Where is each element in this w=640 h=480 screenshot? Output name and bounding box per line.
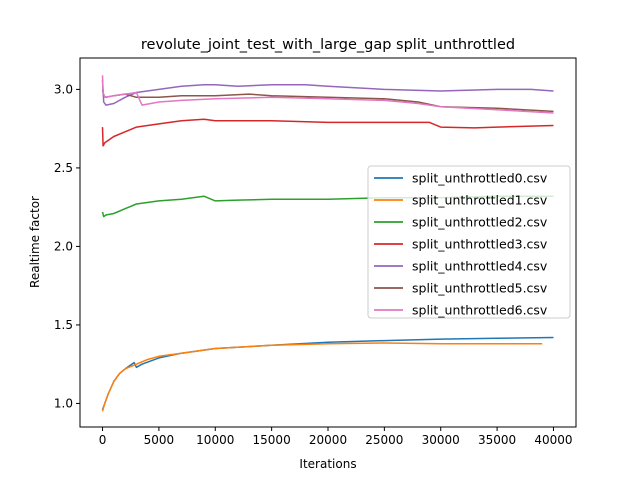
legend-label: split_unthrottled2.csv [412, 215, 548, 230]
x-tick-label: 25000 [365, 433, 403, 447]
legend-label: split_unthrottled3.csv [412, 237, 548, 252]
legend-label: split_unthrottled5.csv [412, 281, 548, 296]
x-tick-label: 20000 [309, 433, 347, 447]
plot-lines [101, 75, 554, 412]
y-tick-label: 3.0 [54, 82, 73, 96]
x-tick-label: 0 [99, 433, 107, 447]
y-tick-label: 2.5 [54, 161, 73, 175]
legend-label: split_unthrottled1.csv [412, 193, 548, 208]
series-line-6 [101, 75, 554, 114]
legend-box [367, 165, 571, 319]
x-tick-label: 40000 [534, 433, 572, 447]
legend-label: split_unthrottled0.csv [412, 171, 548, 186]
x-tick-label: 35000 [478, 433, 516, 447]
y-axis-label: Realtime factor [28, 196, 42, 288]
legend: split_unthrottled0.csv split_unthrottled1… [367, 165, 571, 319]
y-tick-label: 2.0 [54, 239, 73, 253]
series-line-1 [101, 342, 543, 412]
chart-title: revolute_joint_test_with_large_gap split… [141, 37, 515, 53]
y-tick-label: 1.5 [54, 318, 73, 332]
x-tick-label: 5000 [144, 433, 175, 447]
x-tick-label: 10000 [196, 433, 234, 447]
y-axis: 1.0 1.5 2.0 2.5 3.0 [54, 82, 80, 410]
x-tick-label: 15000 [253, 433, 291, 447]
legend-label: split_unthrottled4.csv [412, 259, 548, 274]
x-axis-label: Iterations [299, 457, 356, 471]
legend-label: split_unthrottled6.csv [412, 303, 548, 318]
series-line-4 [101, 79, 554, 106]
y-tick-label: 1.0 [54, 396, 73, 410]
series-line-3 [101, 118, 554, 147]
x-axis: 0 5000 10000 15000 20000 25000 30000 35000 40000 [99, 427, 573, 447]
x-tick-label: 30000 [422, 433, 460, 447]
